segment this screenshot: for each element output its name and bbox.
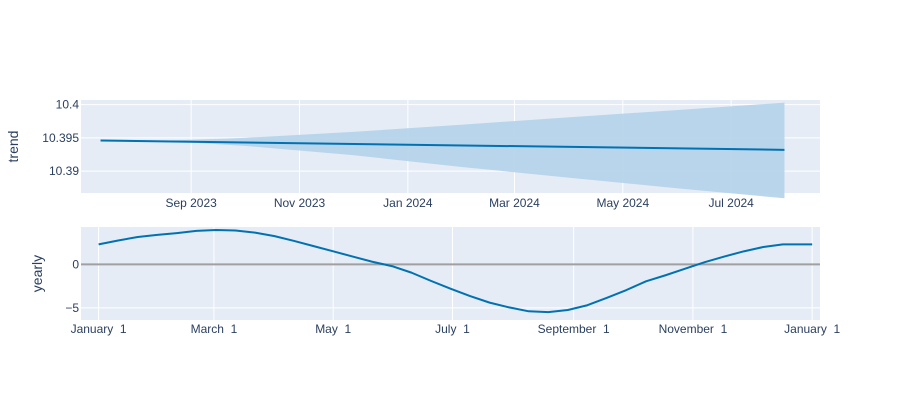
x-tick-label: Jan 2024 — [383, 196, 433, 210]
y-axis-title: trend — [5, 131, 21, 163]
yearly-line — [98, 229, 813, 314]
x-tick-label: Jul 2024 — [708, 196, 754, 210]
uncertainty-band — [100, 102, 785, 199]
y-tick-label: 10.4 — [56, 98, 80, 112]
y-tick-label: 10.39 — [49, 164, 79, 178]
y-tick-label: 10.395 — [42, 131, 79, 145]
x-tick-label: January 1 — [71, 322, 127, 336]
x-tick-label: Mar 2024 — [489, 196, 540, 210]
x-tick-label: November 1 — [659, 322, 728, 336]
x-tick-label: Nov 2023 — [274, 196, 326, 210]
y-tick-label: −5 — [65, 301, 79, 315]
yearly-panel: January 1 March 1 May 1 July 1 September 1 No… — [29, 227, 841, 336]
x-tick-label: Sep 2023 — [165, 196, 217, 210]
y-tick-label: 0 — [72, 257, 79, 271]
x-tick-label: September 1 — [538, 322, 610, 336]
x-tick-label: May 2024 — [596, 196, 649, 210]
trend-line — [100, 139, 785, 151]
x-tick-label: May 1 — [315, 322, 351, 336]
x-tick-label: January 1 — [784, 322, 840, 336]
plot-background — [81, 227, 820, 320]
x-tick-label: July 1 — [435, 322, 470, 336]
x-tick-label: March 1 — [191, 322, 238, 336]
trend-panel: Sep 2023 Nov 2023 Jan 2024 Mar 2024 May 2024… — [5, 98, 820, 210]
y-axis-title: yearly — [29, 255, 45, 292]
